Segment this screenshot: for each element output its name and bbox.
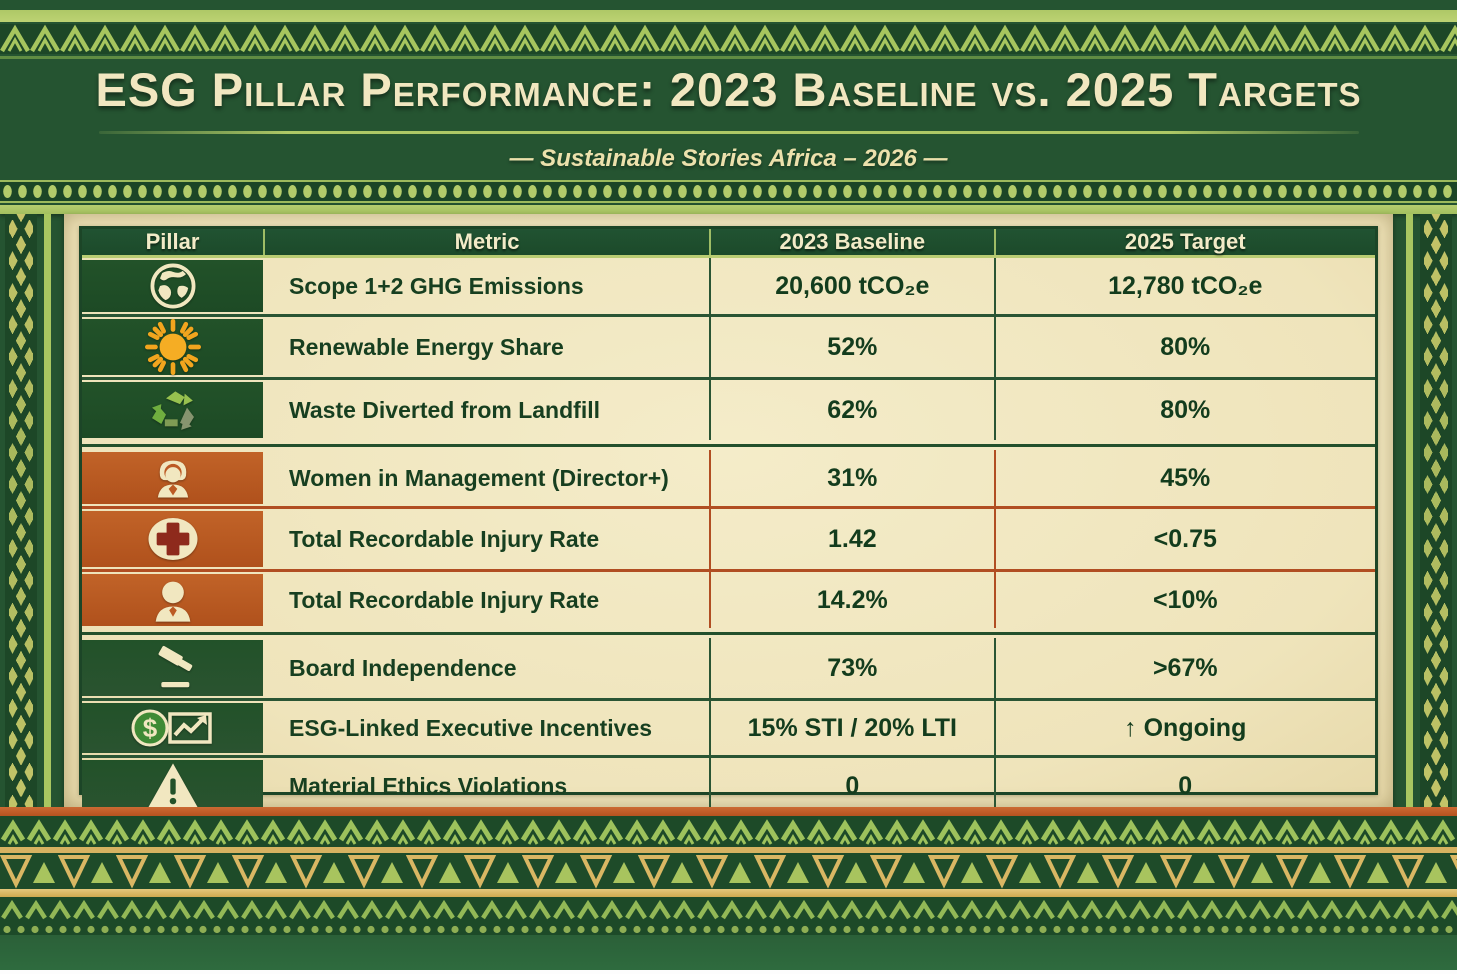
pillar-cell-governance [82, 760, 264, 812]
baseline-value: 15% STI / 20% LTI [709, 701, 993, 755]
table-row: Material Ethics Violations 0 0 [82, 755, 1375, 814]
target-value: 80% [993, 317, 1375, 377]
bottom-orange-stripe [0, 807, 1457, 816]
baseline-value: 1.42 [709, 509, 993, 569]
woman-icon [157, 460, 188, 498]
table-row: Total Recordable Injury Rate 14.2% <10% [82, 569, 1375, 628]
bottom-tan-stripe [0, 847, 1457, 853]
pillar-cell-governance: $ [82, 703, 264, 753]
target-value: 45% [993, 450, 1375, 506]
pillar-group-social: Women in Management (Director+) 31% 45% [82, 450, 1375, 628]
recycle-icon [151, 391, 194, 430]
medical-cross-icon [148, 518, 197, 560]
svg-text:$: $ [142, 713, 157, 743]
sun-icon [144, 319, 201, 375]
pillar-group-governance: Board Independence 73% >67% $ [82, 638, 1375, 814]
pillar-cell-environmental [82, 382, 264, 438]
table-row: Waste Diverted from Landfill 62% 80% [82, 377, 1375, 440]
metric-label: Waste Diverted from Landfill [289, 396, 600, 423]
metric-label: Board Independence [289, 654, 517, 681]
baseline-value: 14.2% [709, 572, 993, 628]
table-panel: Pillar Metric 2023 Baseline 2025 Target [64, 214, 1393, 814]
metric-label: Scope 1+2 GHG Emissions [289, 272, 584, 299]
subtitle: — Sustainable Stories Africa – 2026 — [509, 145, 948, 172]
zigzag-pattern-icon [0, 24, 1457, 54]
metric-label: Total Recordable Injury Rate [289, 586, 600, 613]
table-row: Scope 1+2 GHG Emissions 20,600 tCO₂e 12,… [82, 258, 1375, 314]
top-thin-line [0, 56, 1457, 59]
metric-label: Total Recordable Injury Rate [289, 525, 600, 552]
esg-table: Pillar Metric 2023 Baseline 2025 Target [79, 226, 1378, 814]
column-header-baseline: 2023 Baseline [709, 229, 993, 255]
title-divider [98, 131, 1359, 134]
metric-label: Material Ethics Violations [289, 772, 568, 799]
table-row: $ ESG-Linked Executive Incentives 15% ST… [82, 698, 1375, 755]
right-border-stripe [1406, 214, 1413, 807]
table-header-row: Pillar Metric 2023 Baseline 2025 Target [82, 229, 1375, 258]
right-border-pattern [1420, 214, 1452, 807]
table-row: Total Recordable Injury Rate 1.42 <0.75 [82, 506, 1375, 569]
pillar-cell-environmental [82, 319, 264, 375]
column-header-pillar: Pillar [145, 229, 200, 254]
bottom-white-edge [0, 970, 1457, 974]
gavel-icon [158, 646, 192, 688]
target-value: <10% [993, 572, 1375, 628]
target-value: ↑ Ongoing [993, 701, 1375, 755]
pillar-cell-social [82, 452, 264, 504]
pillar-cell-environmental [82, 260, 264, 312]
top-zigzag-band [0, 24, 1457, 54]
ovals-band [0, 180, 1457, 203]
baseline-value: 20,600 tCO₂e [709, 258, 993, 314]
header: ESG Pillar Performance: 2023 Baseline vs… [0, 62, 1457, 173]
table-row: Renewable Energy Share 52% 80% [82, 314, 1375, 377]
warning-icon [147, 763, 198, 808]
table-row: Women in Management (Director+) 31% 45% [82, 450, 1375, 506]
man-icon [155, 581, 190, 622]
top-stripe [0, 10, 1457, 22]
dots-pattern-icon [0, 924, 1457, 935]
column-header-metric: Metric [263, 229, 709, 255]
bottom-dots-row [0, 924, 1457, 935]
target-value: >67% [993, 638, 1375, 698]
table-row: Board Independence 73% >67% [82, 638, 1375, 698]
chevron-pattern-icon [0, 816, 1457, 847]
target-value: 12,780 tCO₂e [993, 258, 1375, 314]
target-value: <0.75 [993, 509, 1375, 569]
target-value: 80% [993, 380, 1375, 440]
left-border-stripe [44, 214, 51, 807]
baseline-value: 62% [709, 380, 993, 440]
bottom-triangle-band [0, 853, 1457, 889]
baseline-value: 0 [709, 758, 993, 814]
metric-label: Women in Management (Director+) [289, 464, 669, 491]
bottom-chevron-band-upper [0, 816, 1457, 847]
table-body: Scope 1+2 GHG Emissions 20,600 tCO₂e 12,… [82, 258, 1375, 814]
coin-chart-icon: $ [131, 709, 212, 747]
triangle-pattern-icon [0, 853, 1457, 889]
target-value: 0 [993, 758, 1375, 814]
bottom-gold-stripe [0, 889, 1457, 897]
pillar-cell-social [82, 574, 264, 626]
bottom-footer-band [0, 935, 1457, 970]
left-border-pattern [5, 214, 37, 807]
metric-label: ESG-Linked Executive Incentives [289, 714, 653, 741]
ovals-pattern-icon [0, 182, 1457, 201]
pillar-group-environmental: Scope 1+2 GHG Emissions 20,600 tCO₂e 12,… [82, 258, 1375, 440]
globe-icon [150, 263, 195, 309]
metric-label: Renewable Energy Share [289, 333, 564, 360]
column-header-target: 2025 Target [993, 229, 1375, 255]
chevron-pattern-icon [0, 897, 1457, 924]
baseline-value: 31% [709, 450, 993, 506]
group-separator [82, 440, 1375, 450]
pillar-cell-social [82, 511, 264, 567]
bottom-chevron-band-lower [0, 897, 1457, 924]
group-separator [82, 628, 1375, 638]
baseline-value: 73% [709, 638, 993, 698]
page-title: ESG Pillar Performance: 2023 Baseline vs… [95, 63, 1362, 116]
baseline-value: 52% [709, 317, 993, 377]
light-green-stripe [0, 205, 1457, 214]
pillar-cell-governance [82, 640, 264, 696]
